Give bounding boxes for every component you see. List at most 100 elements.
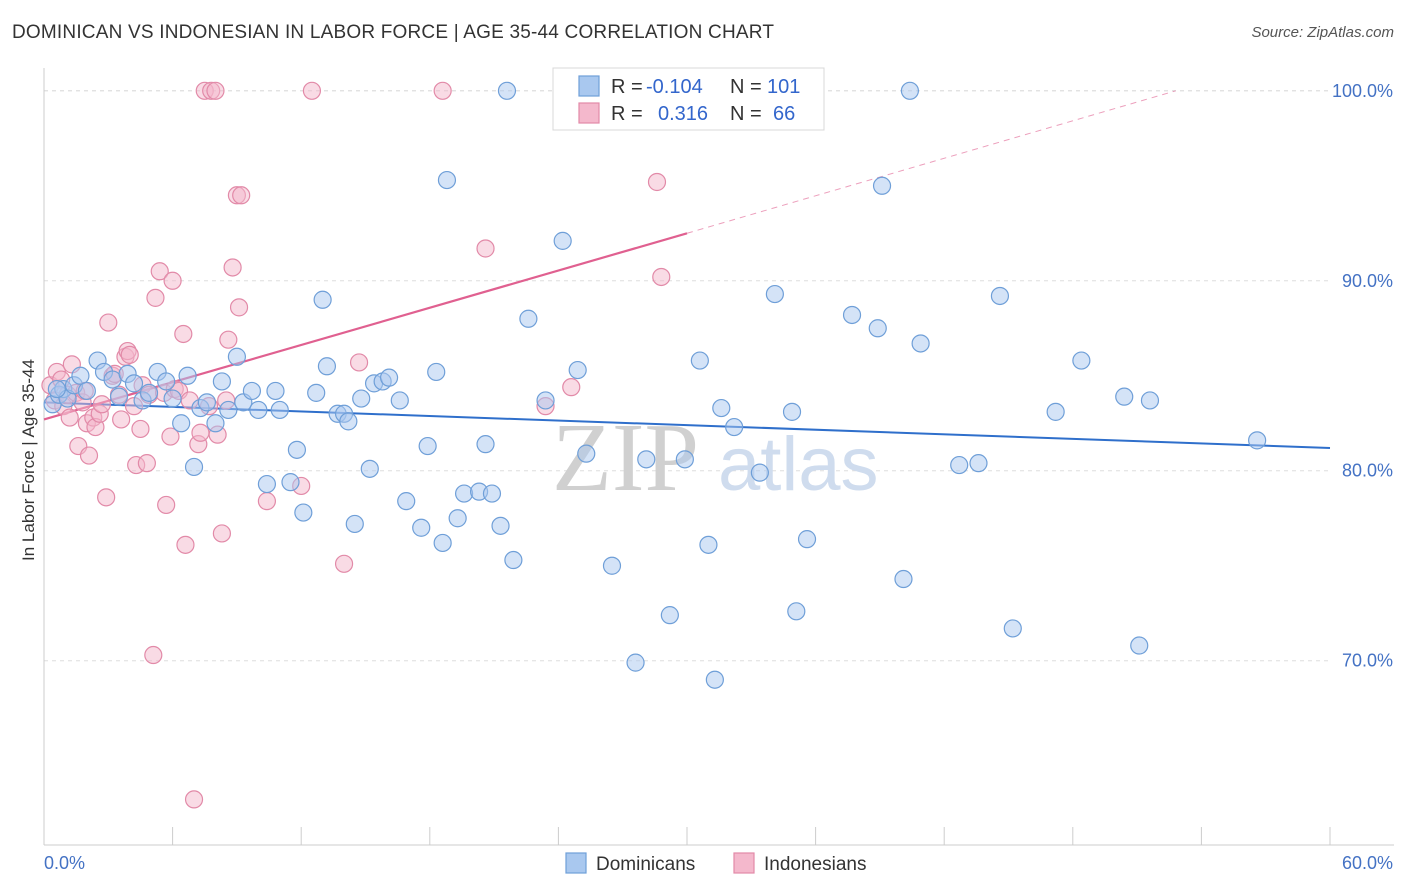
point-dominicans [266,381,285,401]
point-indonesians [191,423,210,442]
point-indonesians [219,330,238,349]
point-indonesians [302,81,322,100]
point-dominicans [750,463,769,482]
point-indonesians [131,419,150,439]
x-tick-label: 60.0% [1342,853,1393,873]
point-dominicans [270,400,289,420]
point-indonesians [161,427,180,446]
point-dominicans [868,319,887,338]
point-dominicans [397,492,416,511]
point-indonesians [137,454,156,473]
y-tick-label: 70.0% [1342,651,1393,671]
point-dominicans [911,334,930,353]
point-indonesians [206,81,225,100]
point-dominicans [197,393,216,412]
point-dominicans [47,379,66,399]
point-dominicans [352,389,371,408]
point-dominicans [345,514,364,534]
point-dominicans [1046,402,1065,421]
legend-swatch-dominicans [578,75,600,97]
point-dominicans [454,484,474,503]
point-indonesians [163,271,182,290]
point-dominicans [797,530,817,549]
point-dominicans [568,360,587,380]
legend-swatch-indonesians [578,102,600,124]
point-dominicans [339,412,358,431]
point-dominicans [553,231,572,250]
point-dominicans [109,387,129,406]
point-indonesians [79,446,99,465]
y-tick-label: 100.0% [1332,81,1393,101]
point-dominicans [705,670,724,689]
point-dominicans [77,381,96,401]
point-dominicans [178,366,197,385]
watermark-atlas: atlas [718,422,879,507]
point-dominicans [950,455,969,475]
point-dominicans [690,351,709,370]
point-indonesians [150,262,169,281]
point-dominicans [412,518,431,537]
point-dominicans [476,435,495,454]
point-dominicans [390,391,409,410]
point-dominicans [660,606,679,625]
point-dominicans [1003,619,1022,638]
point-dominicans [990,286,1010,306]
point-indonesians [99,313,118,332]
point-dominicans [448,509,467,528]
point-dominicans [360,459,379,478]
point-indonesians [334,554,354,573]
point-dominicans [519,309,538,328]
point-dominicans [725,417,744,437]
point-dominicans [1115,387,1134,406]
point-dominicans [294,503,313,522]
point-dominicans [184,457,204,477]
watermark: ZIP atlas [552,404,879,512]
legend-r-value-dominicans: -0.104 [646,76,703,98]
point-dominicans [281,473,300,492]
point-dominicans [699,535,718,554]
series-dominicans [43,81,1267,689]
point-dominicans [379,368,399,387]
point-indonesians [174,324,193,344]
point-indonesians [157,495,176,515]
point-dominicans [675,450,694,469]
point-dominicans [894,569,913,589]
trend-line-indonesians-extrapolated [686,90,1176,234]
point-indonesians [92,395,111,414]
series-legend: Dominicans Indonesians [565,852,866,875]
legend-label-indonesians: Indonesians [764,854,866,875]
point-dominicans [842,305,862,325]
point-dominicans [249,400,268,420]
point-dominicans [163,389,182,408]
point-indonesians [433,81,452,100]
point-dominicans [782,402,802,421]
legend-r-label-indonesians: R = [611,103,643,125]
point-dominicans [206,414,225,433]
point-indonesians [476,239,495,258]
point-dominicans [712,398,731,418]
point-dominicans [437,170,457,190]
point-indonesians [257,492,277,511]
point-dominicans [219,400,238,420]
legend-n-value-dominicans: 101 [767,76,800,98]
point-dominicans [602,556,622,575]
x-tick-labels: 0.0% 60.0% [44,853,1393,873]
point-dominicans [900,81,920,100]
point-indonesians [647,172,667,192]
point-dominicans [317,357,337,376]
point-dominicans [637,450,656,469]
point-dominicans [765,284,784,304]
point-dominicans [872,176,892,195]
stats-legend: R = -0.104 N = 101 R = 0.316 N = 66 [552,67,825,131]
source-label: Source: ZipAtlas.com [1251,24,1394,41]
point-dominicans [124,374,144,393]
legend-swatch-bottom-indonesians [733,852,755,874]
y-tick-label: 90.0% [1342,271,1393,291]
point-dominicans [969,454,988,473]
legend-n-label-indonesians: N = [730,103,762,125]
point-dominicans [212,372,231,391]
chart-title: DOMINICAN VS INDONESIAN IN LABOR FORCE |… [12,22,775,43]
point-dominicans [427,362,446,382]
point-dominicans [577,444,596,463]
point-dominicans [1140,391,1160,410]
